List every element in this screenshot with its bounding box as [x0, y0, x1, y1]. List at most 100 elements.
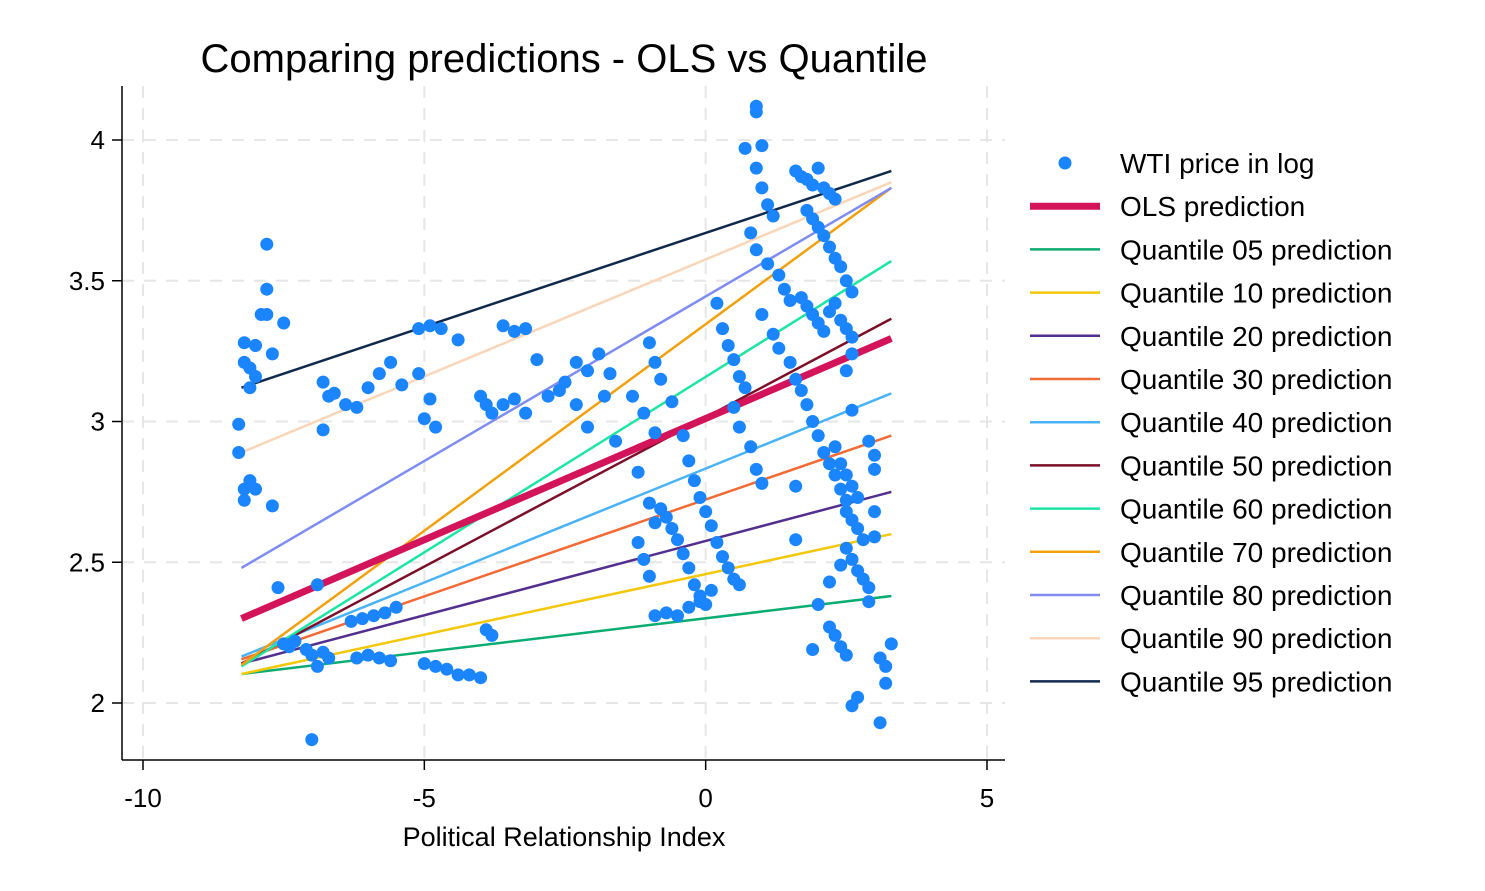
data-point: [839, 541, 853, 555]
legend-label: Quantile 95 prediction: [1120, 666, 1392, 697]
data-point: [237, 336, 251, 350]
data-point: [716, 322, 729, 336]
data-point: [879, 676, 893, 690]
data-point: [384, 355, 398, 369]
legend-label: Quantile 05 prediction: [1120, 234, 1392, 265]
data-point: [237, 493, 251, 507]
data-point: [243, 381, 257, 395]
data-point: [710, 536, 724, 549]
data-point: [716, 550, 729, 564]
legend-label: Quantile 90 prediction: [1120, 623, 1392, 654]
data-point: [378, 606, 392, 620]
data-point: [845, 285, 859, 299]
data-point: [755, 139, 769, 153]
data-point: [451, 668, 465, 682]
ols-prediction-line: [240, 335, 893, 622]
data-point: [260, 282, 274, 296]
data-point: [429, 420, 443, 434]
data-point: [496, 319, 510, 333]
data-point: [732, 578, 746, 592]
data-point: [839, 274, 853, 288]
data-point: [384, 654, 398, 668]
data-point: [761, 198, 775, 212]
data-point: [834, 558, 848, 572]
data-point: [699, 505, 713, 519]
data-point: [232, 417, 246, 431]
data-point: [474, 671, 488, 685]
data-point: [806, 643, 820, 656]
data-point: [811, 598, 825, 611]
data-point: [249, 482, 262, 496]
data-point: [710, 296, 724, 310]
data-point: [659, 510, 673, 524]
data-point: [271, 581, 285, 595]
data-point: [654, 372, 668, 386]
x-ticks: -10 -5 0 5: [124, 760, 994, 813]
data-point: [642, 336, 656, 350]
data-point: [704, 519, 718, 533]
data-point: [288, 634, 302, 648]
data-point: [738, 381, 752, 395]
data-point: [631, 536, 645, 549]
data-point: [558, 375, 572, 389]
data-point: [265, 499, 279, 513]
data-point: [834, 457, 848, 471]
data-point: [845, 347, 859, 361]
data-point: [789, 479, 803, 493]
data-point: [603, 367, 617, 381]
y-ticks: 2 2.5 3 3.5 4: [69, 125, 122, 718]
legend-item: Quantile 20 prediction: [1030, 321, 1392, 352]
data-point: [862, 434, 876, 448]
legend-item: Quantile 50 prediction: [1030, 450, 1392, 481]
data-point: [873, 716, 887, 730]
data-point: [744, 440, 758, 454]
data-point: [507, 392, 521, 406]
data-point: [429, 659, 443, 673]
data-point: [350, 651, 364, 665]
data-point: [581, 420, 594, 434]
data-point: [305, 733, 319, 747]
legend-label: OLS prediction: [1120, 191, 1305, 222]
data-point: [232, 446, 246, 459]
data-point: [642, 569, 656, 583]
quantile-05-prediction-line: [241, 594, 892, 676]
data-point: [372, 651, 386, 665]
data-point: [642, 496, 656, 510]
data-point: [648, 355, 662, 369]
data-point: [423, 319, 437, 333]
data-point: [868, 462, 881, 476]
data-point: [316, 375, 330, 389]
data-point: [592, 347, 606, 361]
data-point: [721, 339, 735, 352]
data-point: [794, 384, 808, 397]
data-point: [806, 415, 820, 428]
data-point: [648, 609, 662, 623]
data-point: [777, 282, 791, 296]
data-point: [766, 327, 780, 341]
quantile-60-prediction-line: [240, 259, 893, 668]
data-point: [637, 552, 651, 566]
data-point: [249, 370, 262, 383]
data-point: [355, 612, 369, 626]
data-point: [879, 659, 893, 673]
data-point: [440, 662, 454, 676]
data-point: [541, 389, 555, 403]
data-point: [682, 454, 696, 468]
legend-item: Quantile 05 prediction: [1030, 234, 1392, 265]
legend-label: Quantile 20 prediction: [1120, 321, 1392, 352]
data-point: [772, 268, 786, 282]
data-point: [783, 294, 797, 307]
y-tick-label: 2: [91, 688, 105, 718]
quantile-20-prediction-line: [241, 490, 892, 665]
data-point: [817, 324, 831, 338]
data-point: [417, 412, 431, 426]
legend-item: Quantile 30 prediction: [1030, 364, 1392, 395]
data-point: [260, 237, 274, 251]
data-point: [738, 141, 752, 155]
data-point: [260, 308, 274, 321]
data-point: [732, 420, 746, 434]
data-point: [637, 406, 651, 420]
data-point: [811, 161, 825, 175]
data-point: [485, 406, 499, 420]
